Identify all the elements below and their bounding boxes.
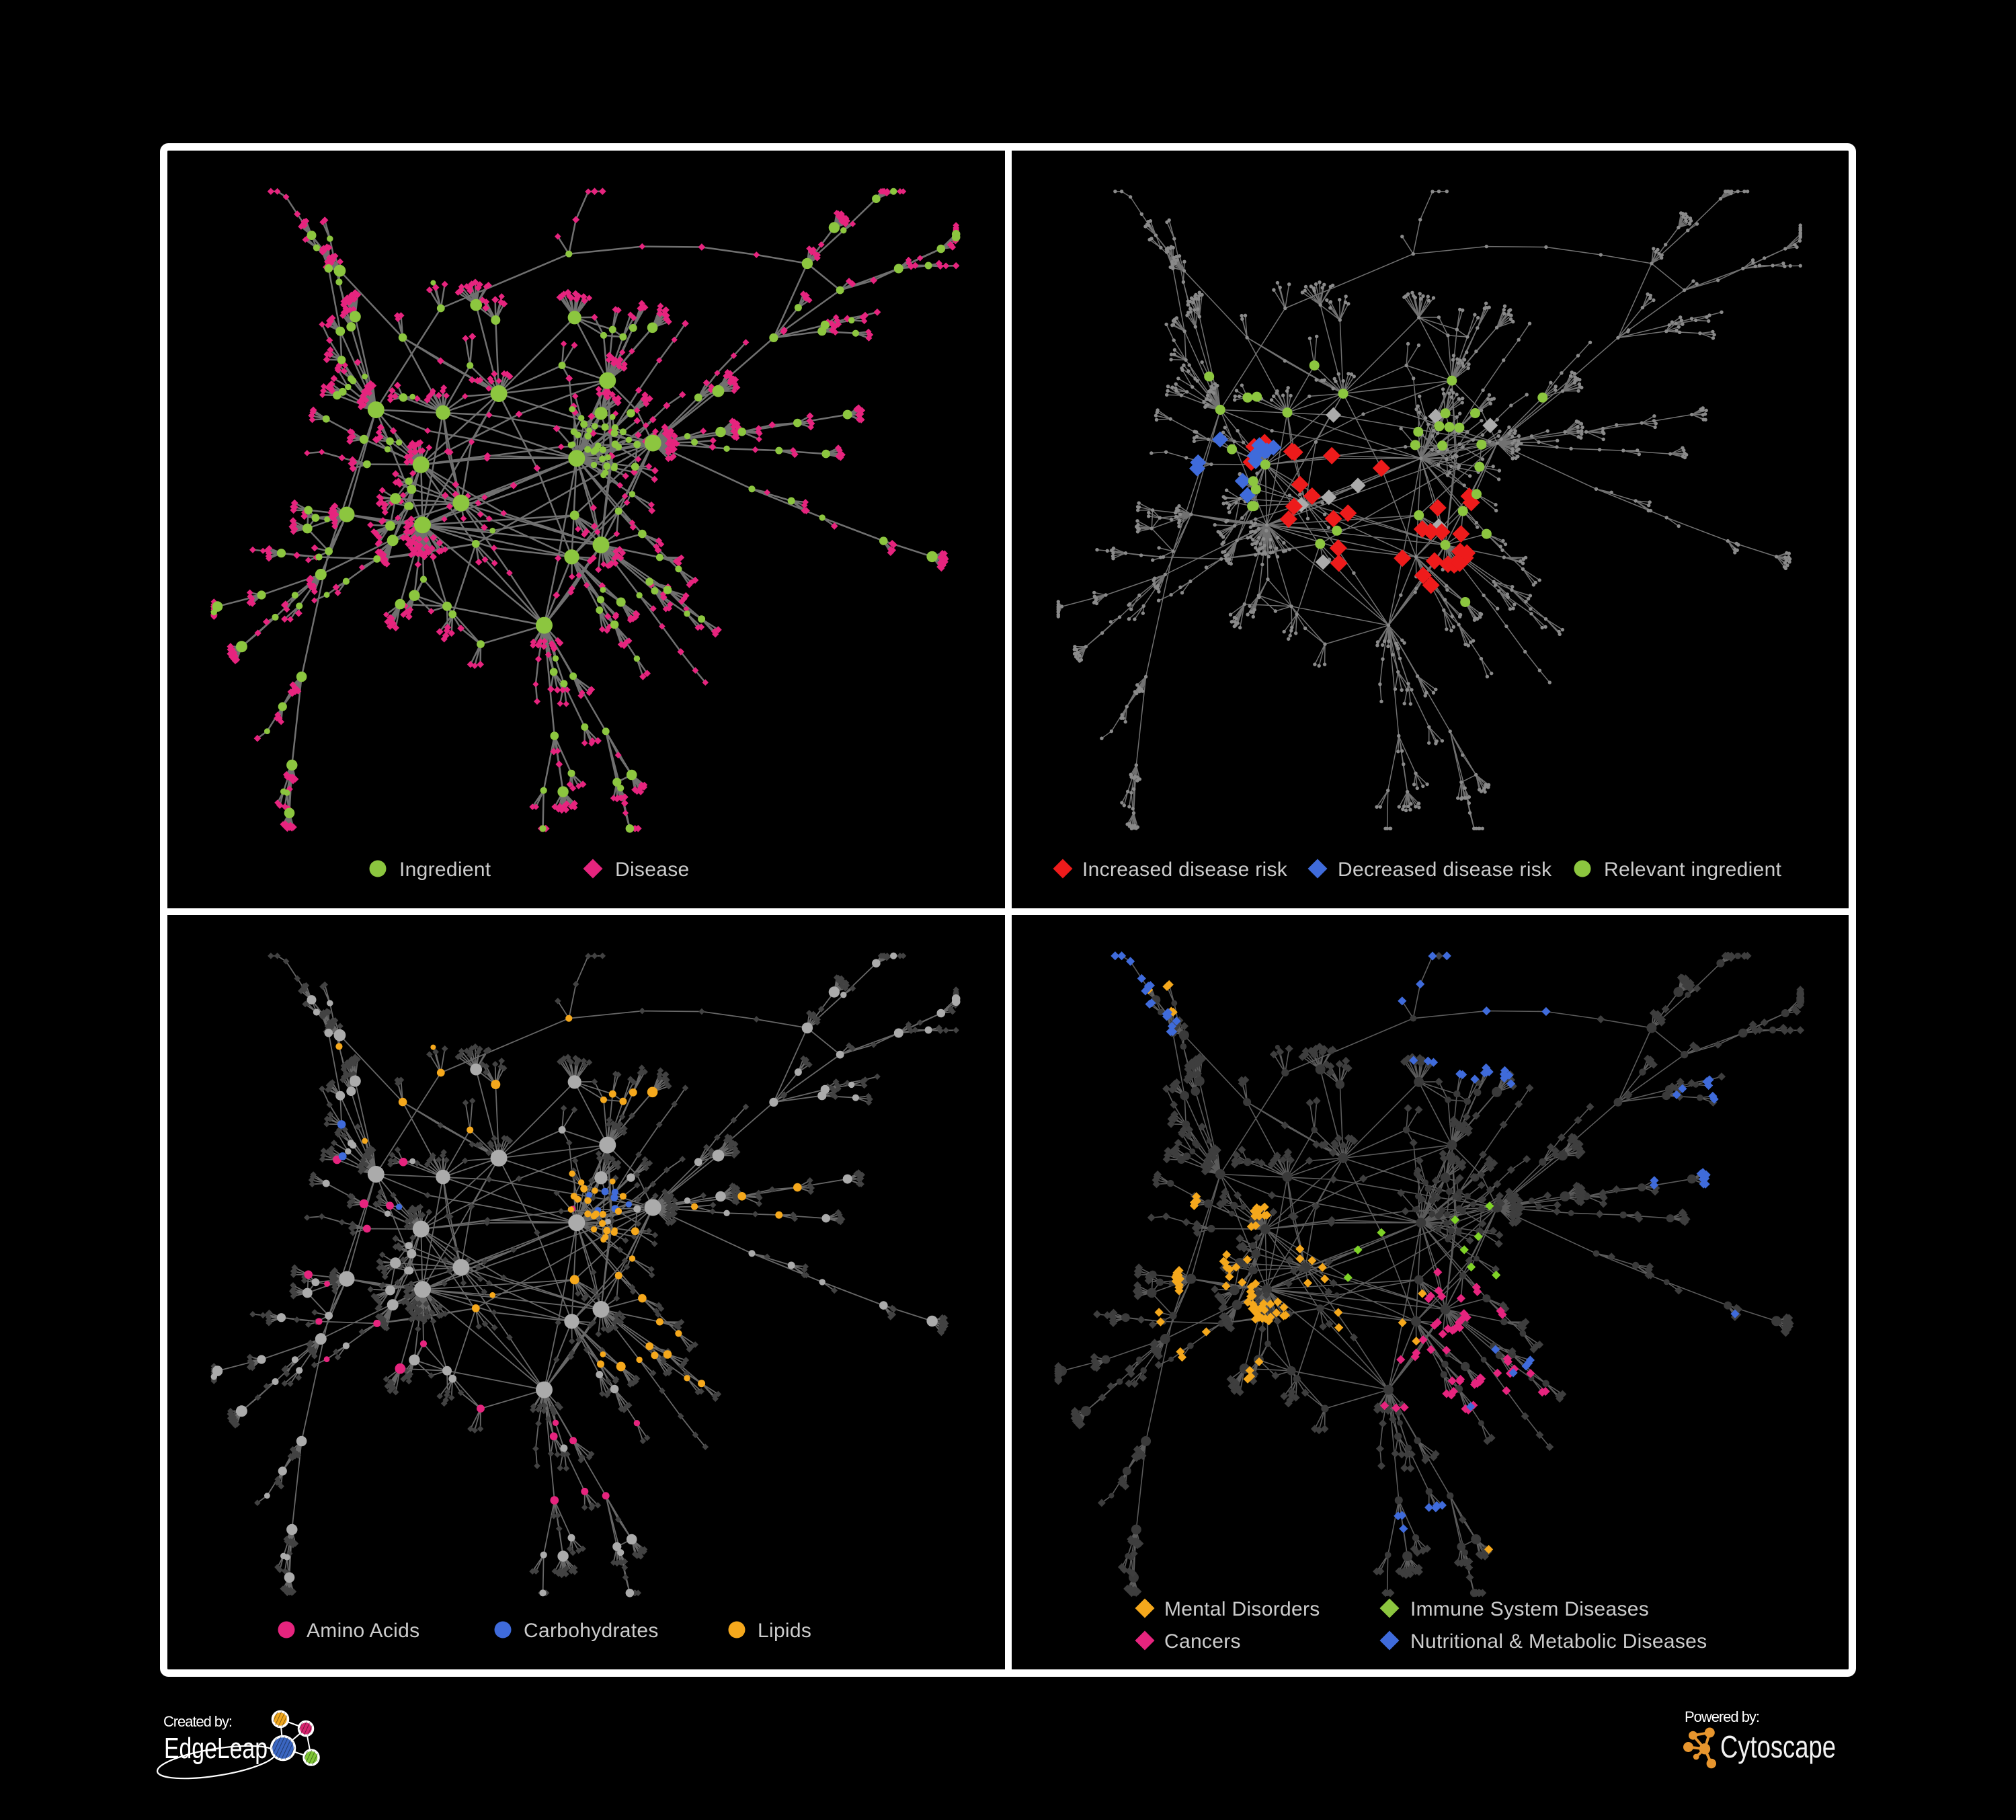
svg-text:Nutritional & Metabolic Diseas: Nutritional & Metabolic Diseases <box>1410 1630 1707 1653</box>
svg-text:Lipids: Lipids <box>758 1620 811 1642</box>
svg-text:Increased disease risk: Increased disease risk <box>1082 859 1288 881</box>
svg-text:Amino Acids: Amino Acids <box>307 1620 419 1642</box>
svg-text:Decreased disease risk: Decreased disease risk <box>1338 859 1552 881</box>
svg-text:Immune System Diseases: Immune System Diseases <box>1410 1598 1649 1620</box>
svg-text:Created by:: Created by: <box>163 1713 233 1730</box>
svg-text:Relevant ingredient: Relevant ingredient <box>1604 859 1782 881</box>
svg-text:Ingredient: Ingredient <box>399 859 491 881</box>
svg-text:Cytoscape: Cytoscape <box>1720 1729 1836 1764</box>
svg-text:Mental Disorders: Mental Disorders <box>1164 1598 1320 1620</box>
svg-text:Carbohydrates: Carbohydrates <box>524 1620 659 1642</box>
svg-text:Cancers: Cancers <box>1164 1630 1241 1653</box>
svg-text:Powered by:: Powered by: <box>1685 1708 1760 1725</box>
svg-text:EdgeLeap: EdgeLeap <box>164 1732 268 1765</box>
svg-text:Disease: Disease <box>615 859 689 881</box>
